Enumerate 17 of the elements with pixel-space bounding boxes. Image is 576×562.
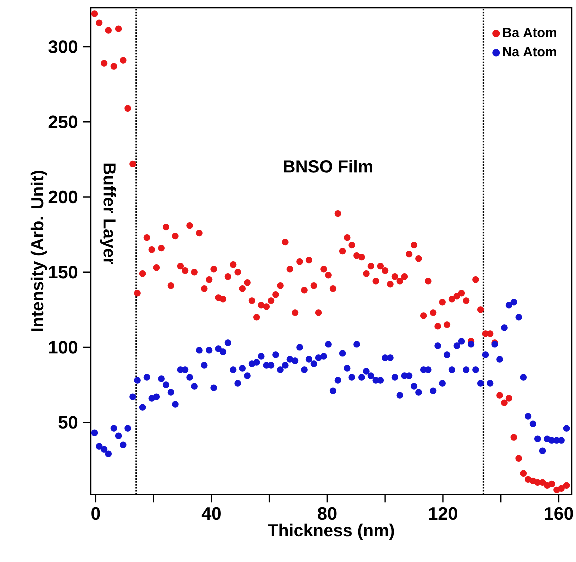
- y-tick-label: 250: [48, 116, 78, 129]
- x-tick-label: 160: [545, 507, 574, 520]
- y-tick-label: 100: [49, 341, 78, 354]
- y-tick-label: 300: [48, 40, 78, 54]
- x-axis-title: Thickness (nm): [268, 524, 394, 540]
- x-tick-label: 80: [318, 507, 337, 520]
- y-axis-title: Intensity (Arb. Unit): [30, 170, 48, 332]
- legend-label: Na Atom: [503, 47, 556, 57]
- y-tick-label: 150: [49, 266, 78, 279]
- annotation: Buffer Layer: [100, 164, 116, 265]
- x-tick-label: 0: [92, 507, 100, 520]
- legend-label: Ba Atom: [503, 28, 556, 38]
- y-tick-label: 50: [58, 416, 78, 429]
- x-tick-label: 120: [429, 507, 458, 520]
- y-tick-label: 200: [48, 190, 78, 204]
- x-tick-label: 40: [202, 507, 221, 520]
- annotation: BNSO Film: [284, 160, 372, 173]
